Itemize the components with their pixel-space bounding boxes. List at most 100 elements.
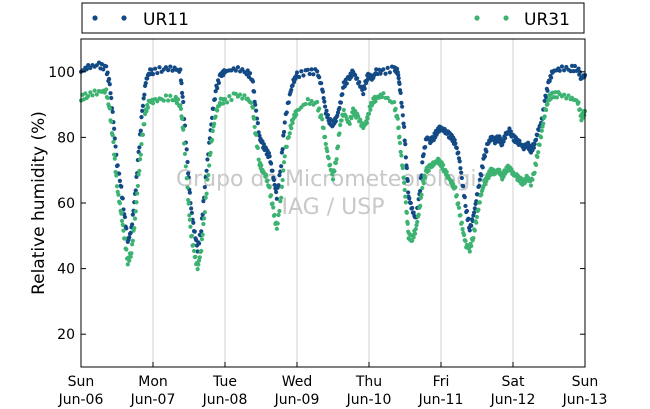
- data-point: [347, 121, 352, 126]
- data-point: [309, 67, 314, 72]
- data-point: [317, 75, 322, 80]
- data-point: [533, 162, 539, 168]
- data-point: [549, 75, 554, 80]
- y-tick-label: 40: [57, 262, 75, 278]
- data-point: [482, 182, 488, 187]
- data-point: [134, 200, 139, 205]
- data-point: [577, 107, 583, 112]
- data-point: [185, 159, 190, 165]
- data-point: [105, 95, 110, 101]
- data-point: [337, 131, 342, 136]
- data-point: [472, 228, 477, 233]
- data-point: [463, 238, 468, 243]
- data-point: [286, 100, 291, 105]
- data-point: [398, 149, 403, 154]
- data-point: [480, 165, 485, 170]
- data-point: [117, 201, 122, 206]
- data-point: [108, 91, 113, 96]
- data-point: [196, 262, 201, 267]
- data-point: [183, 164, 188, 169]
- data-point: [415, 219, 420, 225]
- data-point: [272, 182, 277, 188]
- data-point: [294, 70, 300, 75]
- data-point: [225, 100, 230, 105]
- data-point: [474, 214, 480, 220]
- data-point: [449, 179, 454, 184]
- data-point: [315, 99, 320, 105]
- data-point: [385, 95, 390, 100]
- data-point: [94, 92, 99, 97]
- data-point: [333, 119, 338, 124]
- data-point: [200, 232, 205, 237]
- data-point: [398, 90, 403, 96]
- data-point: [349, 116, 354, 121]
- data-point: [356, 114, 361, 119]
- data-point: [279, 195, 284, 200]
- data-point: [321, 96, 326, 101]
- data-point: [256, 157, 261, 162]
- data-point: [120, 222, 125, 227]
- data-point: [132, 226, 137, 231]
- data-point: [402, 180, 407, 185]
- data-point: [393, 106, 398, 111]
- x-tick-label-date: Jun-11: [418, 392, 464, 408]
- data-point: [265, 178, 270, 183]
- data-point: [153, 66, 158, 71]
- data-point: [272, 212, 277, 218]
- data-point: [477, 200, 482, 205]
- data-point: [130, 222, 135, 227]
- data-point: [405, 178, 410, 183]
- data-point: [324, 108, 329, 113]
- data-point: [205, 157, 210, 162]
- data-point: [454, 145, 459, 151]
- data-point: [86, 94, 91, 99]
- data-point: [110, 109, 115, 114]
- data-point: [403, 194, 408, 199]
- data-point: [191, 248, 197, 254]
- data-point: [397, 140, 403, 146]
- data-point: [387, 70, 392, 75]
- data-point: [114, 173, 119, 178]
- data-point: [545, 88, 550, 93]
- data-point: [332, 169, 337, 174]
- data-point: [279, 184, 284, 189]
- data-point: [476, 207, 481, 212]
- data-point: [528, 183, 534, 188]
- data-point: [461, 232, 467, 238]
- data-point: [278, 199, 283, 204]
- data-point: [364, 120, 369, 126]
- x-tick-label-day: Sun: [572, 374, 599, 390]
- data-point: [472, 206, 477, 211]
- data-point: [536, 150, 541, 155]
- data-point: [187, 190, 192, 195]
- data-point: [542, 114, 547, 119]
- data-point: [145, 76, 150, 81]
- data-point: [299, 69, 304, 74]
- data-point: [202, 185, 207, 190]
- data-point: [186, 171, 191, 176]
- data-point: [161, 98, 166, 103]
- y-axis-title: Relative humidity (%): [29, 111, 49, 295]
- data-point: [460, 227, 465, 232]
- data-point: [247, 71, 253, 76]
- data-point: [280, 147, 285, 152]
- data-point: [562, 92, 567, 97]
- data-point: [133, 209, 138, 214]
- data-point: [254, 108, 259, 113]
- data-point: [530, 177, 535, 182]
- data-point: [124, 226, 129, 231]
- legend-label-ur11: UR11: [143, 10, 189, 30]
- data-point: [255, 120, 260, 126]
- data-point: [215, 108, 220, 113]
- y-tick-label: 100: [48, 65, 75, 81]
- data-point: [122, 236, 128, 241]
- data-point: [282, 120, 287, 125]
- x-tick-label-date: Jun-09: [274, 392, 320, 408]
- y-axis: 20 40 60 80 100: [48, 65, 585, 343]
- data-point: [396, 125, 401, 130]
- data-point: [474, 220, 479, 225]
- data-point: [405, 221, 410, 226]
- data-point: [168, 93, 173, 98]
- data-point: [181, 99, 186, 105]
- data-point: [333, 160, 338, 166]
